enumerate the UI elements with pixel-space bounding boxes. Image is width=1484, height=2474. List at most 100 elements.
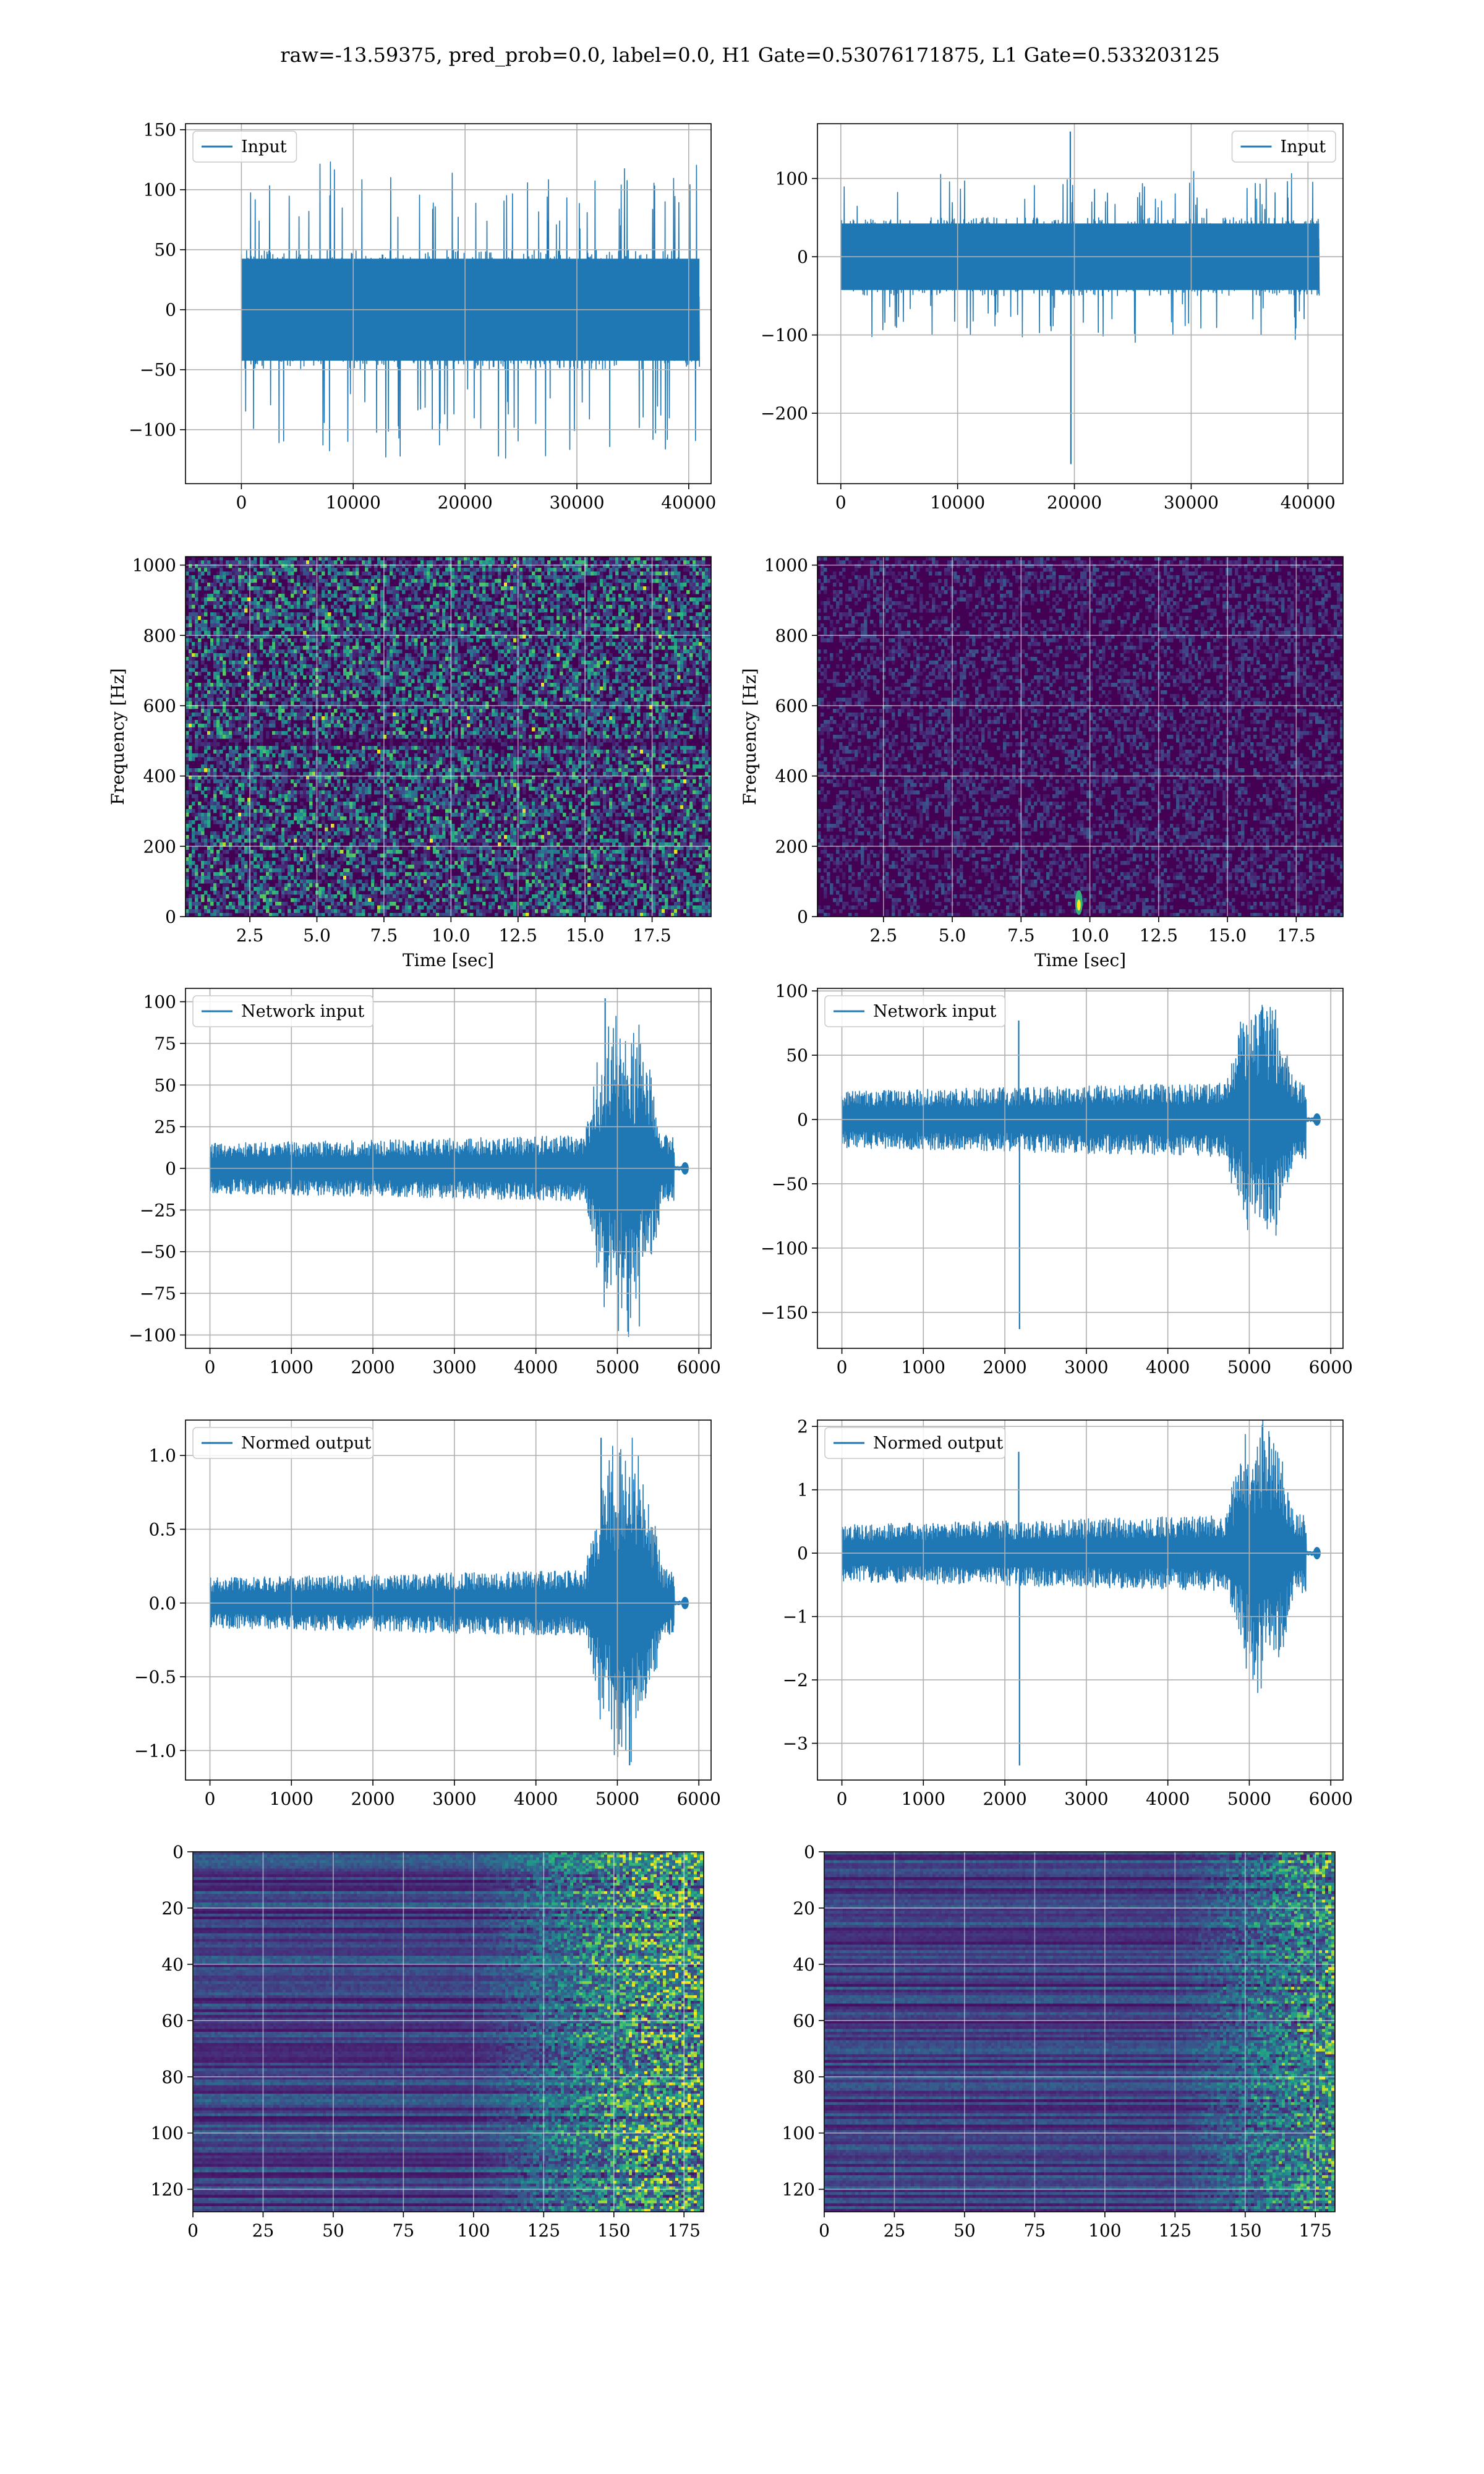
heat-cell xyxy=(414,568,418,572)
heat-cell xyxy=(550,646,554,650)
heat-cell xyxy=(235,668,239,672)
heat-cell xyxy=(411,657,415,661)
heat-cell xyxy=(300,687,304,691)
heat-cell xyxy=(575,601,579,606)
heat-cell xyxy=(662,560,665,565)
y-tick-label: 150 xyxy=(143,120,176,140)
heat-cell xyxy=(560,653,563,657)
heat-cell xyxy=(278,605,282,609)
heat-cell xyxy=(445,568,449,572)
heat-cell xyxy=(204,586,208,591)
heat-cell xyxy=(702,620,706,624)
heat-cell xyxy=(427,620,430,624)
heat-cell xyxy=(609,557,613,561)
heat-cell xyxy=(615,568,619,572)
heat-cell xyxy=(628,620,631,624)
heat-cell xyxy=(254,701,257,706)
heat-cell xyxy=(386,583,390,587)
heat-cell xyxy=(519,571,523,576)
heat-cell xyxy=(352,601,356,606)
heat-cell xyxy=(618,557,622,561)
heat-cell xyxy=(689,597,693,602)
heat-cell xyxy=(572,683,576,687)
heat-cell xyxy=(464,605,467,609)
heat-cell xyxy=(461,701,464,706)
heat-cell xyxy=(553,716,557,721)
heat-cell xyxy=(686,649,690,654)
heat-cell xyxy=(291,560,294,565)
heat-cell xyxy=(597,672,600,676)
heat-cell xyxy=(470,623,474,628)
heat-cell xyxy=(479,560,483,565)
heat-cell xyxy=(538,687,542,691)
heat-cell xyxy=(220,575,223,580)
heat-cell xyxy=(396,642,399,646)
heat-cell xyxy=(597,616,600,620)
heat-cell xyxy=(662,631,665,635)
heat-cell xyxy=(603,709,607,713)
heat-cell xyxy=(662,568,665,572)
heat-cell xyxy=(368,683,372,687)
heat-cell xyxy=(266,709,270,713)
heat-cell xyxy=(318,694,322,698)
heat-cell xyxy=(544,616,548,620)
heat-cell xyxy=(408,694,412,698)
heat-cell xyxy=(680,661,684,665)
heat-cell xyxy=(510,661,514,665)
heat-cell xyxy=(213,657,217,661)
heat-cell xyxy=(526,575,529,580)
heat-cell xyxy=(467,698,471,702)
heat-cell xyxy=(547,594,551,598)
heat-cell xyxy=(445,713,449,717)
heat-cell xyxy=(563,694,566,698)
heat-cell xyxy=(572,631,576,635)
heat-cell xyxy=(269,605,273,609)
heat-cell xyxy=(272,668,276,672)
heat-cell xyxy=(513,701,517,706)
heat-cell xyxy=(371,594,375,598)
heat-cell xyxy=(281,661,285,665)
heat-cell xyxy=(436,557,440,561)
heat-cell xyxy=(186,713,189,717)
heat-cell xyxy=(566,575,569,580)
heat-cell xyxy=(665,642,668,646)
heat-cell xyxy=(331,653,335,657)
heat-cell xyxy=(356,661,359,665)
heat-cell xyxy=(192,605,195,609)
heat-cell xyxy=(615,627,619,631)
heat-cell xyxy=(263,590,267,594)
y-tick-label: 0 xyxy=(165,300,176,320)
heat-cell xyxy=(306,568,310,572)
heat-cell xyxy=(485,646,489,650)
heat-cell xyxy=(628,709,631,713)
heat-cell xyxy=(470,568,474,572)
heat-cell xyxy=(368,694,372,698)
heat-cell xyxy=(541,586,545,591)
heat-cell xyxy=(269,694,273,698)
heat-cell xyxy=(424,683,427,687)
heat-cell xyxy=(417,675,421,680)
heat-cell xyxy=(476,698,480,702)
heat-cell xyxy=(470,631,474,635)
heat-cell xyxy=(498,698,501,702)
heat-cell xyxy=(461,571,464,576)
heat-cell xyxy=(318,675,322,680)
heat-cell xyxy=(473,568,477,572)
heat-cell xyxy=(278,709,282,713)
heat-cell xyxy=(380,638,384,643)
heat-cell xyxy=(495,690,498,695)
heat-cell xyxy=(510,716,514,721)
heat-cell xyxy=(665,716,668,721)
heat-cell xyxy=(686,638,690,643)
heat-cell xyxy=(618,616,622,620)
heat-cell xyxy=(263,583,267,587)
heat-cell xyxy=(646,687,650,691)
heat-cell xyxy=(189,716,192,721)
heat-cell xyxy=(544,698,548,702)
heat-cell xyxy=(359,597,362,602)
heat-cell xyxy=(572,701,576,706)
heat-cell xyxy=(216,616,220,620)
heat-cell xyxy=(294,557,297,561)
heat-cell xyxy=(547,713,551,717)
heat-cell xyxy=(451,672,455,676)
